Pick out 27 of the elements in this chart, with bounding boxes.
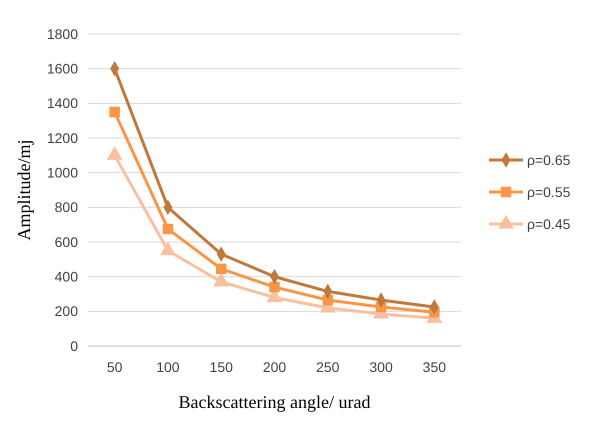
point (162, 224, 174, 234)
x-axis-title: Backscattering angle/ urad (178, 392, 370, 412)
y-tick-label: 200 (54, 303, 78, 320)
point (216, 264, 226, 274)
y-tick-label: 1600 (46, 60, 78, 77)
y-tick-label: 1800 (46, 26, 78, 42)
x-tick-label: 100 (156, 359, 180, 375)
legend-label: ρ=0.55 (527, 184, 571, 200)
x-tick-label: 150 (210, 359, 234, 375)
y-tick-label: 0 (70, 338, 78, 354)
point (269, 282, 280, 292)
y-tick-label: 1000 (46, 164, 78, 181)
point (322, 294, 334, 306)
y-tick-label: 1400 (46, 95, 78, 112)
legend-label: ρ=0.45 (527, 216, 571, 232)
x-tick-label: 200 (262, 359, 286, 375)
x-tick-label: 250 (316, 359, 340, 375)
y-axis-title: Amplitude/mj (14, 140, 34, 240)
legend-label: ρ=0.65 (527, 152, 571, 168)
y-tick-label: 1200 (46, 130, 78, 146)
y-tick-label: 600 (54, 234, 78, 250)
x-tick-label: 350 (422, 359, 446, 375)
x-tick-label: 300 (369, 359, 393, 375)
y-tick-label: 400 (54, 268, 78, 285)
y-tick-label: 800 (54, 199, 78, 216)
point (109, 106, 120, 118)
x-tick-label: 50 (106, 359, 123, 375)
